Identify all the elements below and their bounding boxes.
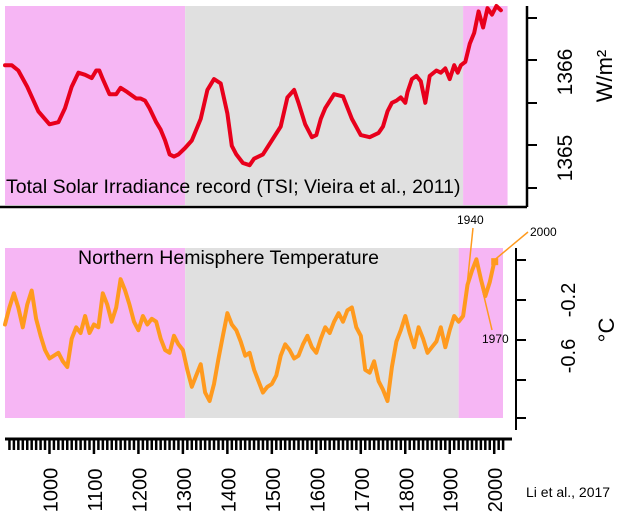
year-tick-label: 1500 (263, 468, 285, 513)
annotation-leader (480, 282, 493, 331)
year-tick-label: 1200 (129, 468, 151, 513)
temperature-ytick-label: -0.6 (558, 339, 580, 373)
annotation-leader (466, 227, 474, 281)
shaded-period (5, 248, 186, 418)
tsi-ytick-label: 1366 (554, 49, 577, 96)
annotation-marker (491, 258, 499, 266)
temperature-ytick-label: -0.2 (558, 283, 580, 317)
annotation-label: 2000 (530, 225, 557, 239)
temperature-series-line (3, 257, 497, 403)
annotation-label: 1970 (482, 332, 509, 346)
shaded-period (463, 6, 508, 205)
temperature-panel: -0.2 -0.6 °C Northern Hemisphere Tempera… (3, 213, 619, 430)
tsi-shaded-periods (5, 6, 508, 205)
tsi-ytick-label: 1365 (554, 135, 577, 182)
annotation-label: 1940 (457, 213, 484, 227)
year-axis: 1000 1100 1200 1300 1400 1500 1600 1700 1800 1900… (5, 437, 512, 513)
year-tick-label: 1400 (218, 468, 240, 513)
tsi-minor-ticks (527, 17, 537, 189)
temperature-ytick-marks (516, 259, 526, 419)
year-tick-label: 1800 (396, 468, 418, 513)
year-axis-ticks (8, 439, 505, 454)
year-tick-label: 1000 (40, 468, 62, 513)
year-axis-labels: 1000 1100 1200 1300 1400 1500 1600 1700 1800 1900… (40, 468, 507, 513)
year-tick-label: 1600 (307, 468, 329, 513)
temperature-y-axis-label: °C (594, 318, 619, 343)
year-tick-label: 1900 (441, 468, 463, 513)
year-tick-label: 1700 (352, 468, 374, 513)
temperature-annotations: 1940 1970 2000 (457, 213, 557, 346)
tsi-series-line (3, 4, 503, 168)
tsi-title: Total Solar Irradiance record (TSI; Viei… (6, 176, 461, 198)
temperature-title: Northern Hemisphere Temperature (78, 247, 379, 269)
shaded-period (185, 6, 464, 205)
tsi-panel: 1366 1365 W/m² Total Solar Irradiance re… (0, 4, 617, 209)
year-tick-label: 1100 (85, 468, 107, 511)
year-tick-label: 2000 (485, 468, 507, 513)
source-credit: Li et al., 2017 (526, 484, 610, 500)
tsi-y-axis-label: W/m² (592, 50, 617, 103)
annotation-leader (493, 231, 529, 261)
year-tick-label: 1300 (174, 468, 196, 513)
